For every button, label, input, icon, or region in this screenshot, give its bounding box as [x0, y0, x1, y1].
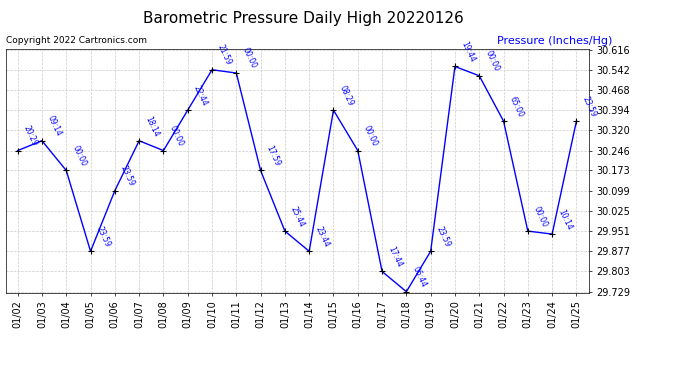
Text: 23:59: 23:59 [95, 225, 112, 249]
Text: Barometric Pressure Daily High 20220126: Barometric Pressure Daily High 20220126 [144, 11, 464, 26]
Text: 23:59: 23:59 [119, 164, 137, 188]
Text: 19:44: 19:44 [459, 40, 477, 64]
Text: 00:00: 00:00 [362, 124, 380, 148]
Text: 22:44: 22:44 [192, 84, 209, 107]
Text: 00:00: 00:00 [70, 144, 88, 168]
Text: 20:29: 20:29 [22, 124, 39, 148]
Text: 21:59: 21:59 [216, 44, 233, 67]
Text: 25:44: 25:44 [289, 205, 306, 228]
Text: 17:59: 17:59 [265, 144, 282, 168]
Text: 17:44: 17:44 [386, 245, 404, 269]
Text: 00:00: 00:00 [484, 49, 501, 73]
Text: 23:59: 23:59 [435, 225, 452, 249]
Text: 00:00: 00:00 [168, 124, 185, 148]
Text: 10:14: 10:14 [556, 208, 573, 231]
Text: 09:14: 09:14 [46, 114, 63, 138]
Text: 06:44: 06:44 [411, 265, 428, 289]
Text: Copyright 2022 Cartronics.com: Copyright 2022 Cartronics.com [6, 36, 146, 45]
Text: 23:44: 23:44 [313, 225, 331, 249]
Text: 65:00: 65:00 [508, 94, 525, 118]
Text: 00:00: 00:00 [241, 46, 258, 70]
Text: 23:59: 23:59 [580, 94, 598, 118]
Text: 18:14: 18:14 [144, 114, 161, 138]
Text: Pressure (Inches/Hg): Pressure (Inches/Hg) [497, 36, 612, 46]
Text: 00:00: 00:00 [532, 205, 549, 228]
Text: 08:29: 08:29 [337, 84, 355, 107]
